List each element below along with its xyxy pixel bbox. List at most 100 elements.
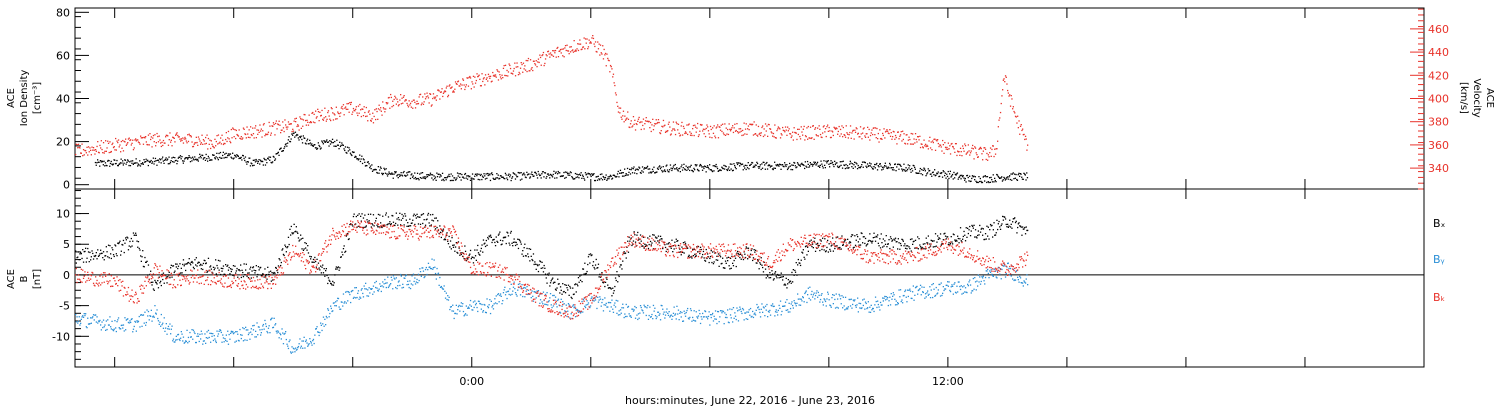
top-point [763,128,765,130]
top-point [366,165,368,167]
top-point [978,148,980,150]
top-point [337,111,339,113]
bottom-point [161,273,163,276]
top-point [219,151,222,154]
top-point [345,106,347,108]
bottom-point [527,256,530,258]
bottom-point [664,314,667,316]
bottom-point [675,318,677,320]
top-point [722,123,724,125]
top-point [304,114,306,116]
top-point [544,58,547,60]
bottom-point [441,229,443,231]
top-point [393,98,395,101]
top-point [324,107,326,109]
bottom-point [205,262,207,264]
top-point [173,137,175,139]
top-point [851,163,854,165]
bottom-point [985,238,987,240]
top-point [784,162,786,164]
top-point [896,143,898,145]
top-point [717,124,719,126]
top-point [948,148,950,150]
top-point [300,118,302,120]
bottom-point [315,260,317,263]
bottom-point [782,279,784,281]
top-point [259,163,261,165]
bottom-point [320,265,322,267]
top-point [259,124,261,126]
top-point [1017,115,1019,117]
top-point [216,152,218,154]
top-point [395,97,397,99]
top-point [114,149,116,151]
bottom-point [397,281,400,283]
bottom-point [305,340,307,343]
top-point [543,176,545,178]
top-point [602,175,604,178]
top-point [746,164,748,167]
bottom-point [286,343,288,345]
bottom-point [553,281,555,283]
top-point [846,167,848,169]
bottom-point [759,262,761,264]
top-point [244,156,247,158]
bottom-point [386,282,388,284]
top-point [511,176,514,178]
bottom-point [994,234,996,236]
bottom-point [256,276,258,278]
bottom-point [213,269,215,271]
top-point [240,136,242,138]
top-point [241,138,243,140]
top-point [701,169,704,171]
bottom-point [105,320,107,322]
top-point [952,146,954,148]
top-point [210,159,212,161]
bottom-point [555,303,557,305]
bottom-point [922,247,924,249]
bottom-point [207,329,210,332]
top-point [244,159,246,162]
bottom-point [642,236,645,238]
bottom-point [615,299,617,302]
top-point [177,136,180,138]
top-series-1 [75,35,1029,161]
bottom-point [459,310,461,312]
top-point [721,130,723,133]
top-point [583,177,585,180]
bottom-point [132,328,135,330]
top-point [402,96,405,98]
top-point [538,173,540,175]
bottom-point [953,234,955,236]
top-point [727,168,729,170]
top-point [742,169,744,171]
bottom-point [221,270,223,272]
top-point [720,124,722,126]
top-point [936,173,939,175]
top-point [652,129,655,131]
top-point [585,174,587,176]
bottom-point [291,232,293,234]
top-point [793,161,795,164]
top-point [499,177,501,180]
bottom-point [117,242,120,245]
top-point [653,166,655,168]
bottom-series-By [75,258,1029,354]
top-point [857,133,859,135]
top-point [570,172,572,174]
bottom-point [579,275,581,277]
top-point [722,168,724,170]
top-point [1005,178,1007,180]
bottom-point [635,245,637,247]
top-point [142,143,145,145]
top-point [622,172,624,174]
top-point [177,157,179,159]
bottom-point [429,266,431,268]
top-point [995,181,997,183]
top-point [1004,179,1006,181]
top-point [416,178,418,180]
bottom-point [513,238,515,240]
bottom-point [534,263,537,265]
top-point [188,133,190,135]
top-point [866,133,868,135]
